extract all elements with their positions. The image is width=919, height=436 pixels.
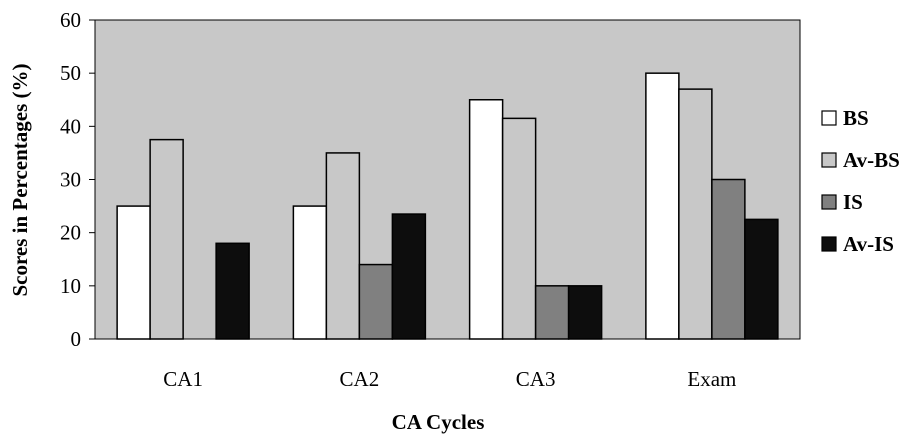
bar-is-ca2 [358,263,394,340]
legend-label: Av-BS [843,148,900,172]
bar-bs-ca2 [292,205,328,340]
bar-av-is-exam [744,218,779,340]
bar-av-bs-exam [678,88,713,340]
legend-swatch [821,236,837,252]
bar-av-bs-ca1 [149,138,184,340]
legend-label: BS [843,106,869,130]
y-axis-title: Scores in Percentages (%) [8,63,32,296]
y-tick-label: 10 [60,274,81,298]
legend-swatch [821,110,837,126]
x-tick-label: CA3 [516,367,556,391]
y-tick-label: 0 [71,327,82,351]
legend: BS Av-BS IS Av-IS [821,106,900,256]
x-tick-label: CA1 [163,367,203,391]
bar-av-is-ca1 [215,242,250,340]
bar-av-bs-ca2 [325,152,361,340]
bar-av-bs-ca3 [501,117,537,340]
bar-bs-ca3 [468,99,504,340]
bar-is-exam [711,178,746,340]
y-axis-ticks: 0 10 20 30 40 50 60 [60,8,95,351]
bar-av-is-ca3 [567,285,603,340]
bar-av-is-ca2 [391,213,427,340]
legend-swatch [821,152,837,168]
bars-group [116,72,779,340]
bar-bs-exam [645,72,680,340]
bar-is-ca3 [534,285,570,340]
legend-swatch [821,194,837,210]
y-tick-label: 20 [60,221,81,245]
y-tick-label: 40 [60,114,81,138]
legend-label: Av-IS [843,232,894,256]
x-axis-title: CA Cycles [392,410,485,434]
x-tick-label: CA2 [340,367,380,391]
bar-bs-ca1 [116,205,151,340]
x-tick-label: Exam [687,367,736,391]
y-tick-label: 60 [60,8,81,32]
y-tick-label: 30 [60,168,81,192]
y-tick-label: 50 [60,61,81,85]
legend-label: IS [843,190,863,214]
x-axis-ticks: CA1 CA2 CA3 Exam [163,367,736,391]
